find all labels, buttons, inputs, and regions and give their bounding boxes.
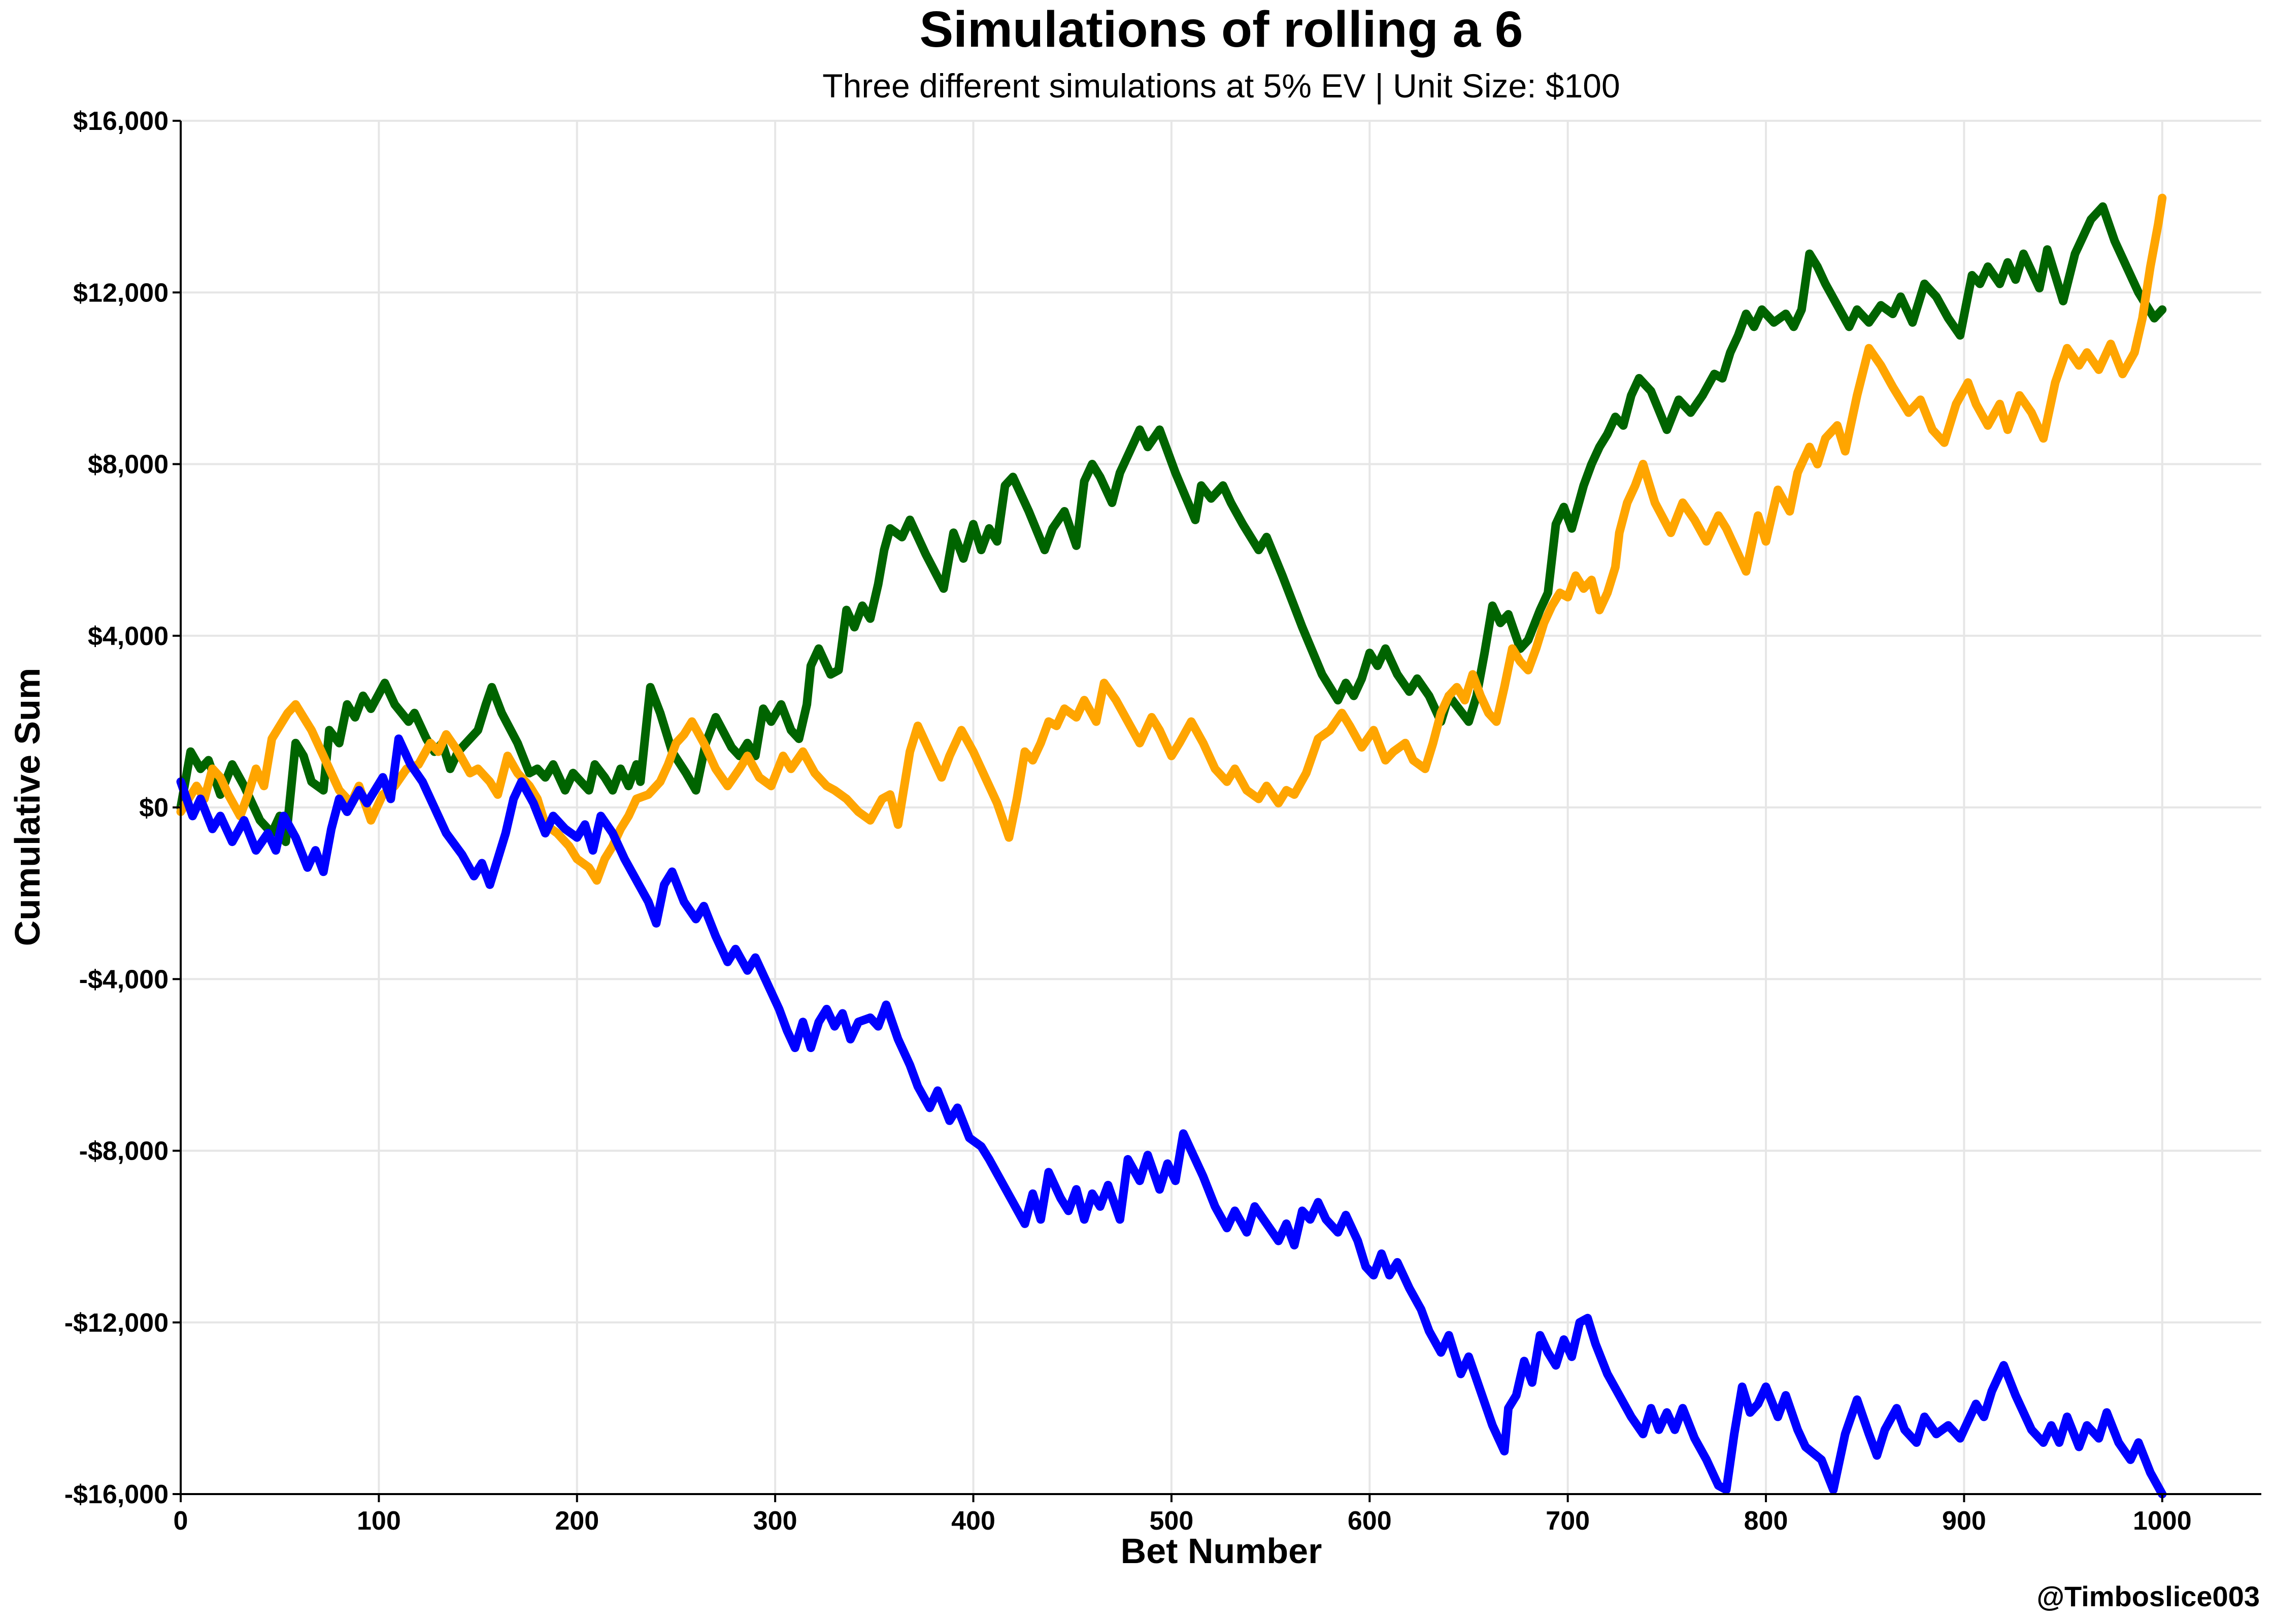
y-tick-label: $12,000	[73, 278, 169, 308]
y-tick-label: -$12,000	[64, 1308, 169, 1338]
x-tick-label: 100	[357, 1506, 401, 1536]
x-tick-label: 800	[1744, 1506, 1788, 1536]
credit-text: @Timboslice003	[2036, 1580, 2260, 1612]
y-tick-label: -$8,000	[79, 1137, 169, 1166]
series-lines	[176, 193, 2167, 1499]
x-tick-label: 700	[1546, 1506, 1590, 1536]
chart-subtitle: Three different simulations at 5% EV | U…	[822, 67, 1620, 105]
x-tick-label: 0	[174, 1506, 188, 1536]
series-line-3	[176, 734, 2167, 1499]
x-tick-label: 300	[753, 1506, 797, 1536]
y-axis-label: Cumulative Sum	[8, 668, 47, 946]
x-tick-label: 200	[555, 1506, 599, 1536]
series-line-2	[176, 193, 2167, 885]
y-tick-label: $8,000	[88, 450, 169, 480]
x-tick-label: 1000	[2133, 1506, 2192, 1536]
y-tick-label: $0	[139, 793, 169, 823]
y-tick-label: $4,000	[88, 622, 169, 651]
y-tick-label: -$4,000	[79, 965, 169, 994]
series-line-1	[176, 202, 2167, 847]
x-tick-label: 900	[1942, 1506, 1986, 1536]
x-axis-label: Bet Number	[1121, 1531, 1322, 1571]
x-tick-label: 600	[1348, 1506, 1392, 1536]
y-ticks: -$16,000 -$12,000 -$8,000 -$4,000 $0 $4,000 $8…	[64, 107, 181, 1509]
y-tick-label: $16,000	[73, 107, 169, 136]
y-tick-label: -$16,000	[64, 1480, 169, 1509]
chart-title: Simulations of rolling a 6	[919, 1, 1523, 58]
x-tick-label: 500	[1150, 1506, 1194, 1536]
x-tick-label: 400	[951, 1506, 995, 1536]
x-ticks: 0 100 200 300 400 500 600 700 800 900 1000	[174, 1494, 2192, 1536]
